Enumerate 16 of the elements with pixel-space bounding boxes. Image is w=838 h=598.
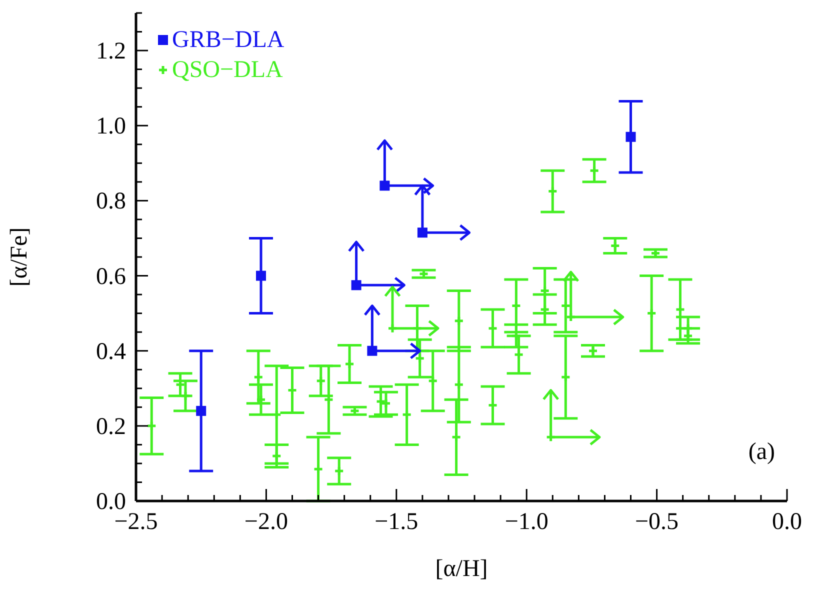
- x-tick-label: 0.0: [772, 509, 802, 535]
- legend-label: QSO−DLA: [172, 56, 283, 85]
- x-tick-label: −0.5: [635, 509, 679, 535]
- x-tick-label: −2.0: [244, 509, 288, 535]
- legend-label: GRB−DLA: [172, 26, 284, 55]
- x-axis-title: [α/H]: [435, 556, 488, 582]
- y-tick-label: 0.4: [96, 338, 126, 365]
- y-tick-label: 1.0: [96, 114, 126, 140]
- annotation: (a): [748, 439, 775, 465]
- y-tick-label: 0.8: [96, 188, 126, 215]
- x-tick-label: −1.0: [504, 509, 548, 535]
- y-tick-label: 0.2: [96, 414, 126, 440]
- y-axis-title: [α/Fe]: [6, 227, 33, 287]
- y-tick-label: 0.6: [96, 264, 126, 290]
- y-tick-label: 1.2: [96, 38, 126, 65]
- x-tick-label: −1.5: [374, 509, 418, 535]
